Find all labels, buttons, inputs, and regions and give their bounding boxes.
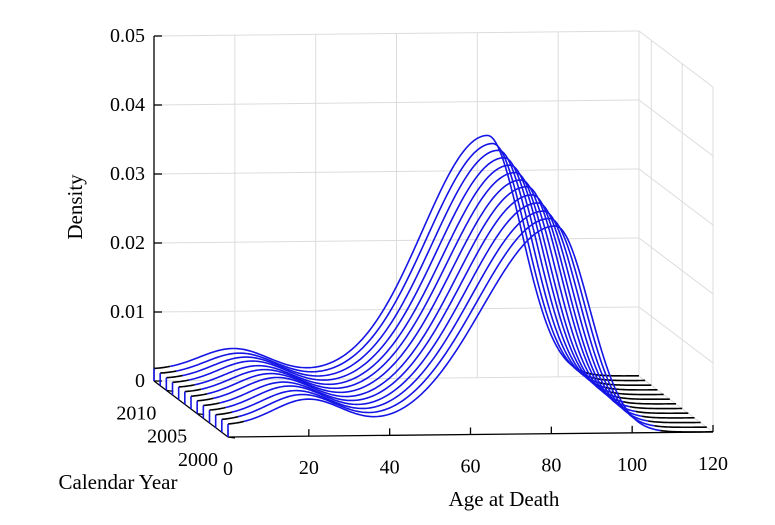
series-2001-curve: [237, 217, 655, 427]
grid-line-side-density-0.01: [638, 306, 714, 364]
series-2002-curve: [231, 210, 649, 422]
y-tick-2000: [227, 436, 236, 439]
z-axis-label: Density: [63, 174, 87, 240]
series-2006-tail-segment: [623, 401, 677, 405]
series-2009-start-segment: [172, 379, 189, 384]
grid-line-back-density-0.05: [153, 30, 640, 37]
series-2004-start-segment: [203, 402, 220, 407]
series-2010-curve: [182, 149, 600, 384]
series-2002-start-segment: [215, 411, 233, 416]
series-2010-start-segment: [166, 374, 183, 379]
z-tick-label-0: 0: [135, 370, 145, 392]
series-2001-tail-segment: [654, 424, 707, 429]
series-2003-start-segment: [209, 406, 226, 411]
series-2007-start-segment: [184, 388, 202, 393]
series-2010-tail-segment: [598, 381, 652, 387]
series-2009-curve: [188, 156, 606, 389]
grid-line-back-density-0: [153, 375, 640, 382]
grid-line-side-density-0.04: [638, 99, 714, 157]
series-2011-curve: [176, 142, 593, 379]
series-2012-curve: [170, 134, 587, 374]
series-2004-curve: [219, 194, 636, 413]
z-tick-label-0.02: 0.02: [110, 232, 145, 254]
grid-line-side-density-0.02: [638, 237, 714, 295]
z-tick-label-0.04: 0.04: [110, 94, 145, 116]
series-2006-start-segment: [190, 393, 208, 397]
series-2012-start-segment: [153, 365, 171, 370]
z-tick-label-0.01: 0.01: [110, 301, 145, 323]
series-2000-start-segment: [227, 420, 245, 425]
series-2005-curve: [213, 185, 630, 408]
series-2009-tail-segment: [604, 386, 658, 391]
grid-line-side-density-0.05: [638, 30, 714, 88]
series-2008-curve: [194, 164, 612, 393]
x-tick-label-40: 40: [380, 456, 400, 478]
y-axis-label: Calendar Year: [59, 470, 178, 494]
grid-line-back-density-0.04: [153, 99, 640, 106]
x-tick-label-80: 80: [541, 455, 561, 477]
series-2000-tail-segment: [660, 429, 714, 433]
grid-layer: [153, 30, 714, 433]
z-tick-label-0.03: 0.03: [110, 163, 145, 185]
series-2011-start-segment: [160, 370, 177, 374]
series-2007-curve: [200, 171, 618, 398]
x-tick-label-60: 60: [461, 456, 481, 478]
curve-layer: [153, 134, 714, 437]
series-2003-curve: [225, 202, 643, 418]
series-2008-start-segment: [178, 383, 195, 388]
series-2001-start-segment: [221, 415, 239, 421]
z-tick-label-0.05: 0.05: [110, 25, 145, 47]
y-tick-label-2010: 2010: [116, 402, 156, 424]
y-tick-label-2000: 2000: [178, 449, 218, 471]
grid-line-back-density-0.03: [153, 168, 640, 175]
series-2008-tail-segment: [610, 391, 664, 396]
series-2000-curve: [243, 225, 661, 432]
y-tick-label-2005: 2005: [147, 426, 187, 448]
x-tick-label-0: 0: [223, 458, 233, 480]
x-tick-label-120: 120: [698, 453, 728, 475]
series-2002-tail-segment: [648, 420, 701, 424]
x-tick-label-100: 100: [617, 454, 647, 476]
series-2004-tail-segment: [635, 410, 689, 415]
series-2005-start-segment: [197, 397, 214, 402]
x-tick-label-20: 20: [299, 457, 319, 479]
label-layer: Density Age at Death Calendar Year 0 20 40…: [59, 25, 728, 511]
series-2003-tail-segment: [641, 415, 695, 419]
grid-line-side-density-0.03: [638, 168, 714, 226]
series-2005-tail-segment: [629, 405, 683, 410]
series-2007-tail-segment: [617, 396, 670, 401]
series-2006-curve: [206, 179, 624, 403]
x-axis-label: Age at Death: [449, 487, 560, 511]
